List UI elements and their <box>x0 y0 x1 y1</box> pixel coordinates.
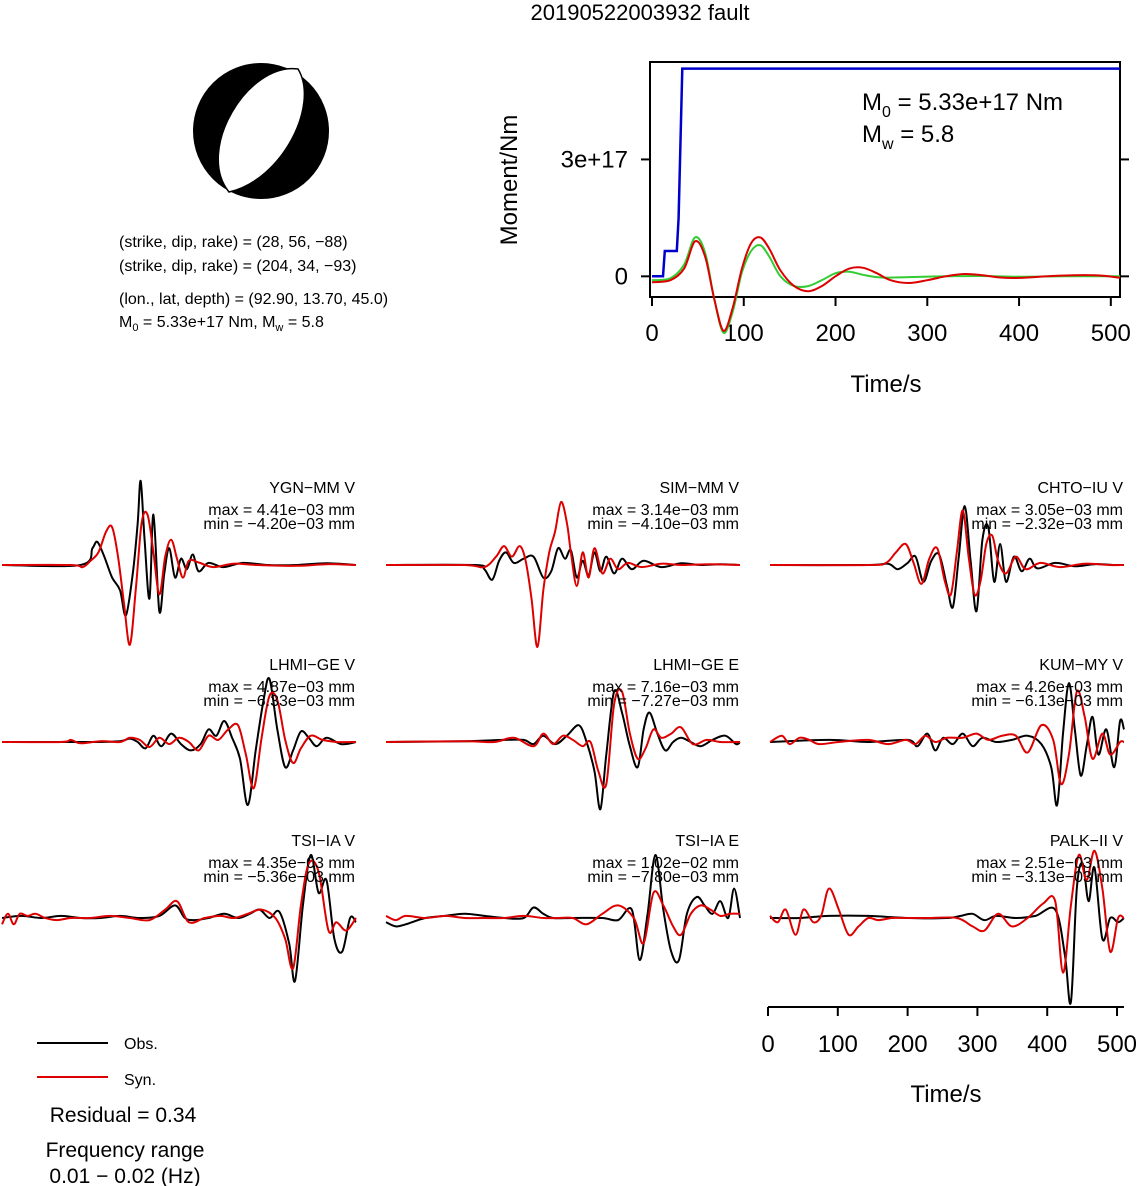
moment-stf-line <box>652 67 1120 278</box>
moment-x-label: Time/s <box>850 371 921 398</box>
station-label: KUM−MY V <box>1039 657 1123 674</box>
station-max: max = 4.41e−03 mm <box>208 502 355 519</box>
mechanism-line-2: (strike, dip, rake) = (204, 34, −93) <box>119 258 356 275</box>
mechanism-moment-line: M0 = 5.33e+17 Nm, Mw = 5.8 <box>119 314 324 334</box>
synthetic-trace <box>385 890 741 945</box>
station-max: max = 3.14e−03 mm <box>592 502 739 519</box>
mechanism-line-1: (strike, dip, rake) = (28, 56, −88) <box>119 234 348 251</box>
waveform-x-label: Time/s <box>910 1081 981 1108</box>
waveform-x-tick-label: 200 <box>888 1031 928 1058</box>
station-label: SIM−MM V <box>659 480 739 497</box>
station-max: max = 4.26e−03 mm <box>976 679 1123 696</box>
observed-trace <box>1 677 357 807</box>
moment-x-tick-label: 100 <box>724 320 764 347</box>
legend: Obs. Syn. <box>37 1036 158 1089</box>
station-min: min = −6.33e−03 mm <box>203 693 355 710</box>
moment-x-tick-label: 400 <box>999 320 1039 347</box>
moment-y-tick-label: 0 <box>615 263 628 290</box>
station-min: min = −5.36e−03 mm <box>203 869 355 886</box>
station-max: max = 4.87e−03 mm <box>208 679 355 696</box>
station-min: min = −7.27e−03 mm <box>587 693 739 710</box>
moment-axis-ticks: 0 100 200 300 400 500 0 3e+17 <box>561 146 1131 347</box>
station-label: LHMI−GE V <box>269 657 355 674</box>
waveform-x-tick-label: 300 <box>957 1031 997 1058</box>
moment-plot-frame <box>649 61 1121 298</box>
figure-title: 20190522003932 fault <box>531 0 750 25</box>
legend-syn-label: Syn. <box>124 1072 156 1089</box>
station-label: LHMI−GE E <box>653 657 739 674</box>
frequency-range-value: 0.01 − 0.02 (Hz) <box>49 1165 200 1186</box>
station-max: max = 7.16e−03 mm <box>592 679 739 696</box>
station-min: min = −3.13e−03 mm <box>971 869 1123 886</box>
station-max: max = 3.05e−03 mm <box>976 502 1123 519</box>
station-label: TSI−IA E <box>675 833 739 850</box>
synthetic-trace <box>769 849 1125 974</box>
beachball-white-sector <box>217 68 306 193</box>
moment-green-line <box>651 236 1120 334</box>
station-min: min = −4.20e−03 mm <box>203 516 355 533</box>
synthetic-trace <box>1 859 357 971</box>
synthetic-trace <box>1 510 357 646</box>
station-label: CHTO−IU V <box>1038 480 1124 497</box>
waveform-x-tick-label: 0 <box>761 1031 774 1058</box>
observed-trace <box>1 479 357 617</box>
station-max: max = 4.35e−03 mm <box>208 855 355 872</box>
station-max: max = 2.51e−03 mm <box>976 855 1123 872</box>
mechanism-info: (strike, dip, rake) = (28, 56, −88) (str… <box>119 234 388 334</box>
residual-text: Residual = 0.34 <box>50 1104 197 1127</box>
synthetic-trace <box>385 688 740 789</box>
frequency-range-title: Frequency range <box>46 1139 205 1162</box>
synthetic-trace <box>385 500 741 648</box>
station-min: min = −6.13e−03 mm <box>971 693 1123 710</box>
station-min: min = −4.10e−03 mm <box>587 516 739 533</box>
moment-m0-annotation: M0 = 5.33e+17 Nm <box>862 89 1063 121</box>
beachball <box>193 63 329 199</box>
moment-y-tick-label: 3e+17 <box>561 146 628 173</box>
legend-obs-label: Obs. <box>124 1036 158 1053</box>
moment-y-label: Moment/Nm <box>496 115 523 246</box>
moment-series <box>651 67 1121 334</box>
observed-trace <box>385 547 741 581</box>
mechanism-line-3: (lon., lat, depth) = (92.90, 13.70, 45.0… <box>119 291 388 308</box>
moment-x-tick-label: 200 <box>816 320 856 347</box>
waveform-x-tick-label: 100 <box>818 1031 858 1058</box>
station-label: PALK−II V <box>1050 833 1123 850</box>
moment-red-line <box>651 236 1121 332</box>
moment-x-tick-label: 500 <box>1091 320 1131 347</box>
station-label: YGN−MM V <box>269 480 355 497</box>
synthetic-trace <box>769 689 1125 786</box>
moment-x-tick-label: 0 <box>645 320 658 347</box>
station-min: min = −2.32e−03 mm <box>971 516 1123 533</box>
station-label: TSI−IA V <box>291 833 355 850</box>
synthetic-trace <box>769 509 1125 597</box>
moment-mw-annotation: Mw = 5.8 <box>862 121 954 153</box>
station-min: min = −7.80e−03 mm <box>587 869 739 886</box>
moment-x-tick-label: 300 <box>907 320 947 347</box>
waveform-x-tick-label: 500 <box>1097 1031 1137 1058</box>
waveform-time-axis: Time/s 0 100 200 300 400 500 <box>761 1006 1137 1108</box>
waveform-x-tick-label: 400 <box>1027 1031 1067 1058</box>
station-max: max = 1.02e−02 mm <box>592 855 739 872</box>
synthetic-trace <box>1 691 357 790</box>
